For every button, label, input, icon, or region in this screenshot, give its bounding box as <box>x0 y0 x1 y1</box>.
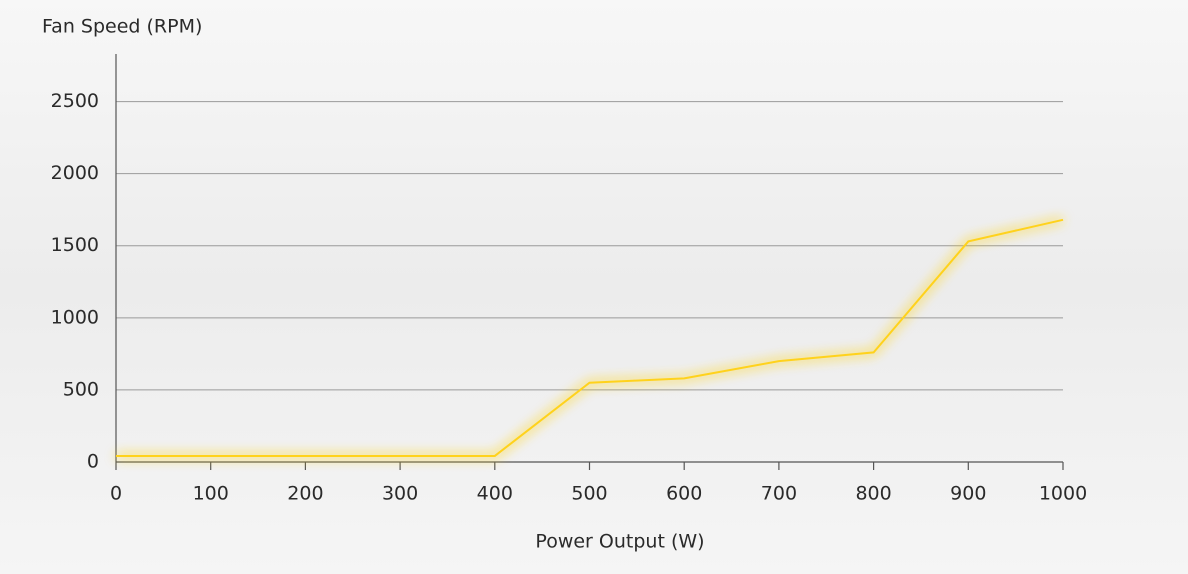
x-tick-label: 800 <box>855 483 891 505</box>
x-tick-label: 700 <box>761 483 797 505</box>
x-tick-label: 1000 <box>1039 483 1087 505</box>
x-tick-label: 0 <box>110 483 122 505</box>
y-tick-label: 1000 <box>51 306 99 328</box>
y-axis-title: Fan Speed (RPM) <box>42 16 202 38</box>
x-tick-label: 400 <box>477 483 513 505</box>
x-tick-label: 600 <box>666 483 702 505</box>
y-tick-label: 1500 <box>51 234 99 256</box>
x-tick-label: 500 <box>571 483 607 505</box>
x-tick-label: 100 <box>193 483 229 505</box>
y-tick-label: 2000 <box>51 162 99 184</box>
data-line <box>116 218 1064 457</box>
y-tick-label: 2500 <box>51 90 99 112</box>
x-tick-label: 900 <box>950 483 986 505</box>
x-axis-title: Power Output (W) <box>535 531 704 553</box>
y-tick-label: 500 <box>63 378 99 400</box>
x-tick-label: 300 <box>382 483 418 505</box>
y-tick-label: 0 <box>87 451 99 473</box>
x-tick-label: 200 <box>287 483 323 505</box>
